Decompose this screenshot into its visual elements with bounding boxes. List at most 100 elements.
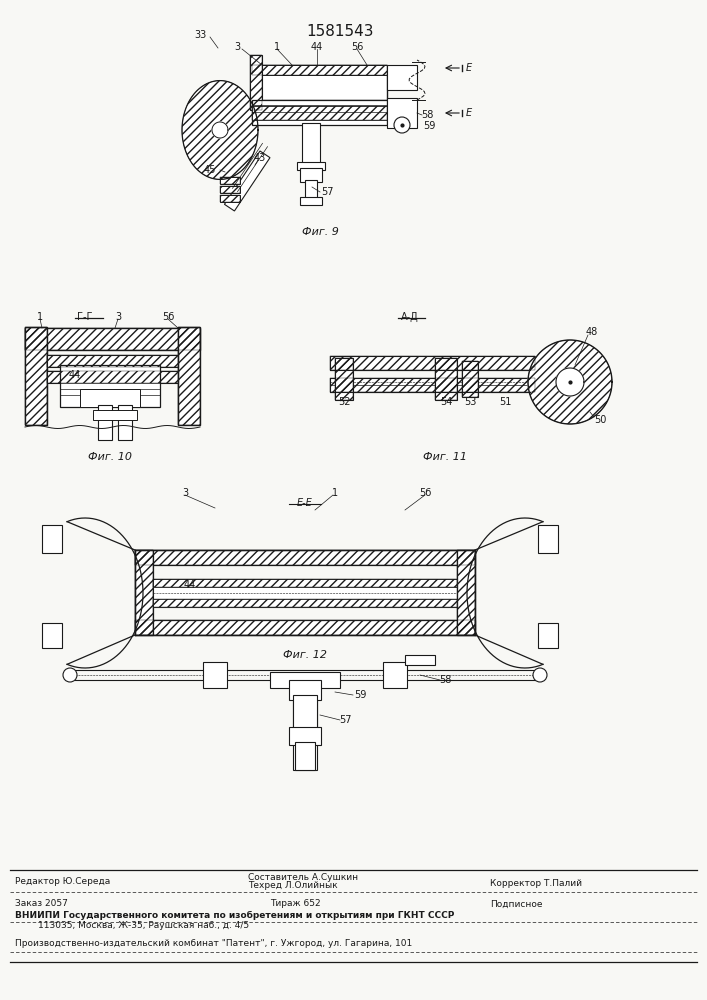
Bar (135, 550, 475, 565)
Bar (25, 328, 200, 350)
Bar (153, 579, 457, 607)
Text: 58: 58 (421, 110, 433, 120)
Polygon shape (212, 122, 228, 138)
Bar (297, 162, 325, 170)
Bar (220, 177, 240, 184)
Text: 1: 1 (37, 312, 43, 322)
Bar (330, 378, 535, 392)
Bar (220, 195, 240, 202)
Text: 59: 59 (423, 121, 436, 131)
Text: 43: 43 (254, 153, 266, 163)
Bar (220, 195, 240, 202)
Bar (135, 620, 475, 635)
Bar (405, 655, 435, 665)
Text: Г-Г: Г-Г (77, 312, 93, 322)
Bar (203, 662, 227, 688)
Text: 33: 33 (194, 30, 206, 40)
Bar (335, 358, 353, 400)
Text: 1: 1 (274, 42, 280, 52)
Bar (538, 623, 558, 648)
Text: Подписное: Подписное (490, 900, 542, 908)
Bar (47, 355, 178, 367)
Text: 3: 3 (182, 488, 188, 498)
Bar (153, 599, 457, 607)
Circle shape (394, 117, 410, 133)
Text: 51: 51 (499, 397, 511, 407)
Text: Производственно-издательский комбинат "Патент", г. Ужгород, ул. Гагарина, 101: Производственно-издательский комбинат "П… (15, 940, 412, 948)
Bar (252, 106, 387, 120)
Bar (295, 742, 315, 770)
Text: 45: 45 (204, 165, 216, 175)
Text: 5б: 5б (162, 312, 174, 322)
Text: Фиг. 9: Фиг. 9 (302, 227, 339, 237)
Text: 44: 44 (184, 580, 196, 590)
Text: Редактор Ю.Середа: Редактор Ю.Середа (15, 876, 110, 886)
Bar (335, 358, 353, 400)
Bar (383, 662, 407, 688)
Bar (118, 405, 132, 440)
Text: E: E (466, 63, 472, 73)
Text: 59: 59 (354, 690, 366, 700)
Bar (457, 550, 475, 635)
Text: ВНИИПИ Государственного комитета по изобретениям и открытиям при ГКНТ СССР: ВНИИПИ Государственного комитета по изоб… (15, 910, 455, 920)
Bar (387, 98, 417, 128)
Text: 113035, Москва, Ж-35, Раушская наб., д. 4/5: 113035, Москва, Ж-35, Раушская наб., д. … (15, 920, 249, 930)
Text: Техред Л.Олийнык: Техред Л.Олийнык (248, 882, 338, 890)
Text: 44: 44 (69, 370, 81, 380)
Text: 52: 52 (338, 397, 350, 407)
Bar (25, 327, 47, 425)
Text: 44: 44 (311, 42, 323, 52)
Bar (25, 328, 200, 350)
Bar (293, 688, 317, 770)
Bar (457, 550, 475, 635)
Text: Е-Е: Е-Е (297, 498, 313, 508)
Circle shape (63, 668, 77, 682)
Bar (462, 361, 478, 397)
Bar (252, 100, 387, 125)
Bar (25, 327, 47, 425)
Bar (60, 365, 160, 407)
Bar (42, 623, 62, 648)
Bar (250, 55, 262, 110)
Bar (98, 405, 112, 440)
Bar (80, 389, 140, 407)
Bar (153, 579, 457, 587)
Text: Фиг. 10: Фиг. 10 (88, 452, 132, 462)
Bar (93, 410, 137, 420)
Bar (270, 672, 340, 688)
Bar (252, 65, 387, 75)
Text: Фиг. 12: Фиг. 12 (283, 650, 327, 660)
Bar (42, 525, 62, 553)
Bar (300, 168, 322, 182)
Text: 48: 48 (586, 327, 598, 337)
Bar (135, 550, 153, 635)
Text: 57: 57 (339, 715, 351, 725)
Bar (289, 727, 321, 745)
Polygon shape (182, 81, 258, 179)
Bar (538, 525, 558, 553)
Bar (224, 151, 270, 211)
Text: 57: 57 (321, 187, 333, 197)
Bar (220, 186, 240, 193)
Bar (330, 356, 535, 370)
Text: 53: 53 (464, 397, 477, 407)
Text: А-Д: А-Д (401, 312, 419, 322)
Bar (302, 123, 320, 165)
Text: 56: 56 (351, 42, 363, 52)
Text: Составитель А.Сушкин: Составитель А.Сушкин (248, 872, 358, 882)
Bar (153, 579, 457, 587)
Bar (135, 550, 153, 635)
Bar (462, 361, 478, 397)
Bar (47, 371, 178, 383)
Text: Корректор Т.Палий: Корректор Т.Палий (490, 880, 582, 888)
Text: 3: 3 (234, 42, 240, 52)
Bar (435, 358, 457, 400)
Bar (178, 327, 200, 425)
Bar (300, 197, 322, 205)
Bar (47, 355, 178, 367)
Circle shape (533, 668, 547, 682)
Text: Тираж 652: Тираж 652 (270, 900, 321, 908)
Bar (250, 55, 262, 110)
Bar (135, 550, 475, 565)
Text: Заказ 2057: Заказ 2057 (15, 900, 68, 908)
